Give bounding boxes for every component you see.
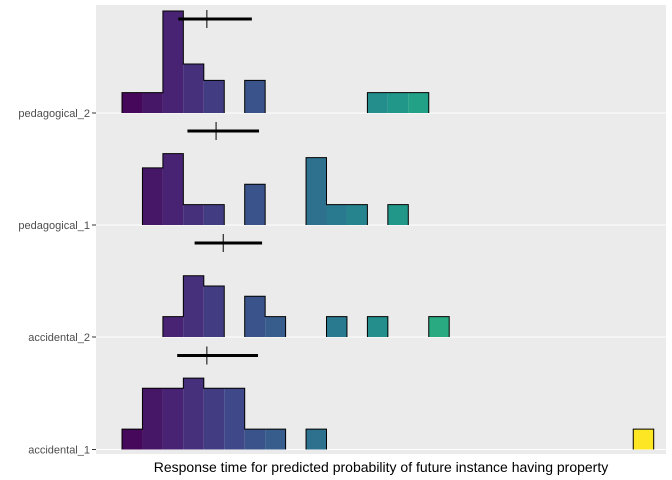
bar-pedagogical_2-13 bbox=[387, 92, 409, 113]
histogram-bars bbox=[121, 10, 655, 450]
y-axis: accidental_1 accidental_2 pedagogical_1 ped… bbox=[18, 108, 96, 457]
y-tick-label-accidental_2: accidental_2 bbox=[28, 332, 90, 344]
ridge-accidental_1 bbox=[121, 377, 655, 450]
bar-pedagogical_2-6 bbox=[244, 80, 266, 113]
bar-pedagogical_1-6 bbox=[244, 184, 266, 225]
bar-accidental_2-12 bbox=[367, 316, 388, 337]
bar-pedagogical_1-3 bbox=[183, 204, 204, 225]
bar-accidental_2-6 bbox=[244, 296, 266, 337]
bar-pedagogical_2-1 bbox=[142, 92, 163, 113]
bar-pedagogical_2-14 bbox=[408, 92, 429, 113]
outline-pedagogical_1 bbox=[141, 153, 409, 225]
bar-pedagogical_1-11 bbox=[346, 204, 368, 225]
bar-accidental_2-4 bbox=[203, 286, 225, 337]
bar-accidental_1-7 bbox=[265, 429, 286, 450]
bar-accidental_1-4 bbox=[203, 388, 225, 450]
bar-accidental_2-2 bbox=[162, 316, 184, 337]
bar-pedagogical_1-13 bbox=[387, 204, 409, 225]
ridge-accidental_2 bbox=[162, 275, 450, 337]
bar-accidental_1-9 bbox=[306, 429, 327, 450]
bar-accidental_2-7 bbox=[265, 316, 286, 337]
outline-accidental_2 bbox=[162, 275, 450, 337]
bar-pedagogical_2-3 bbox=[183, 64, 204, 113]
ridge-pedagogical_2 bbox=[121, 10, 430, 113]
y-tick-label-accidental_1: accidental_1 bbox=[28, 445, 90, 457]
bar-pedagogical_2-2 bbox=[162, 11, 184, 113]
bar-pedagogical_1-2 bbox=[162, 153, 184, 225]
bar-accidental_2-10 bbox=[326, 316, 347, 337]
interval-markers bbox=[177, 10, 263, 365]
outline-accidental_1 bbox=[121, 377, 655, 450]
bar-accidental_1-0 bbox=[122, 429, 143, 450]
x-axis-title: Response time for predicted probability … bbox=[154, 459, 608, 475]
bar-accidental_2-3 bbox=[183, 275, 204, 337]
outline-pedagogical_2 bbox=[121, 10, 430, 113]
bar-accidental_1-25 bbox=[633, 429, 654, 450]
bar-pedagogical_2-12 bbox=[367, 92, 388, 113]
ridge-pedagogical_1 bbox=[141, 153, 409, 225]
bar-accidental_1-5 bbox=[224, 388, 245, 450]
bar-accidental_1-3 bbox=[183, 378, 204, 450]
y-tick-label-pedagogical_1: pedagogical_1 bbox=[18, 220, 90, 232]
bar-pedagogical_2-4 bbox=[203, 80, 225, 113]
bar-pedagogical_1-9 bbox=[306, 157, 327, 225]
y-tick-label-pedagogical_2: pedagogical_2 bbox=[18, 108, 90, 120]
bar-accidental_1-2 bbox=[162, 388, 184, 450]
bar-accidental_2-15 bbox=[428, 316, 450, 337]
bar-pedagogical_1-4 bbox=[203, 204, 225, 225]
bar-accidental_1-6 bbox=[244, 429, 266, 450]
bar-pedagogical_1-1 bbox=[142, 167, 163, 225]
bar-pedagogical_1-10 bbox=[326, 204, 347, 225]
bar-pedagogical_2-0 bbox=[122, 92, 143, 113]
bar-accidental_1-1 bbox=[142, 388, 163, 450]
